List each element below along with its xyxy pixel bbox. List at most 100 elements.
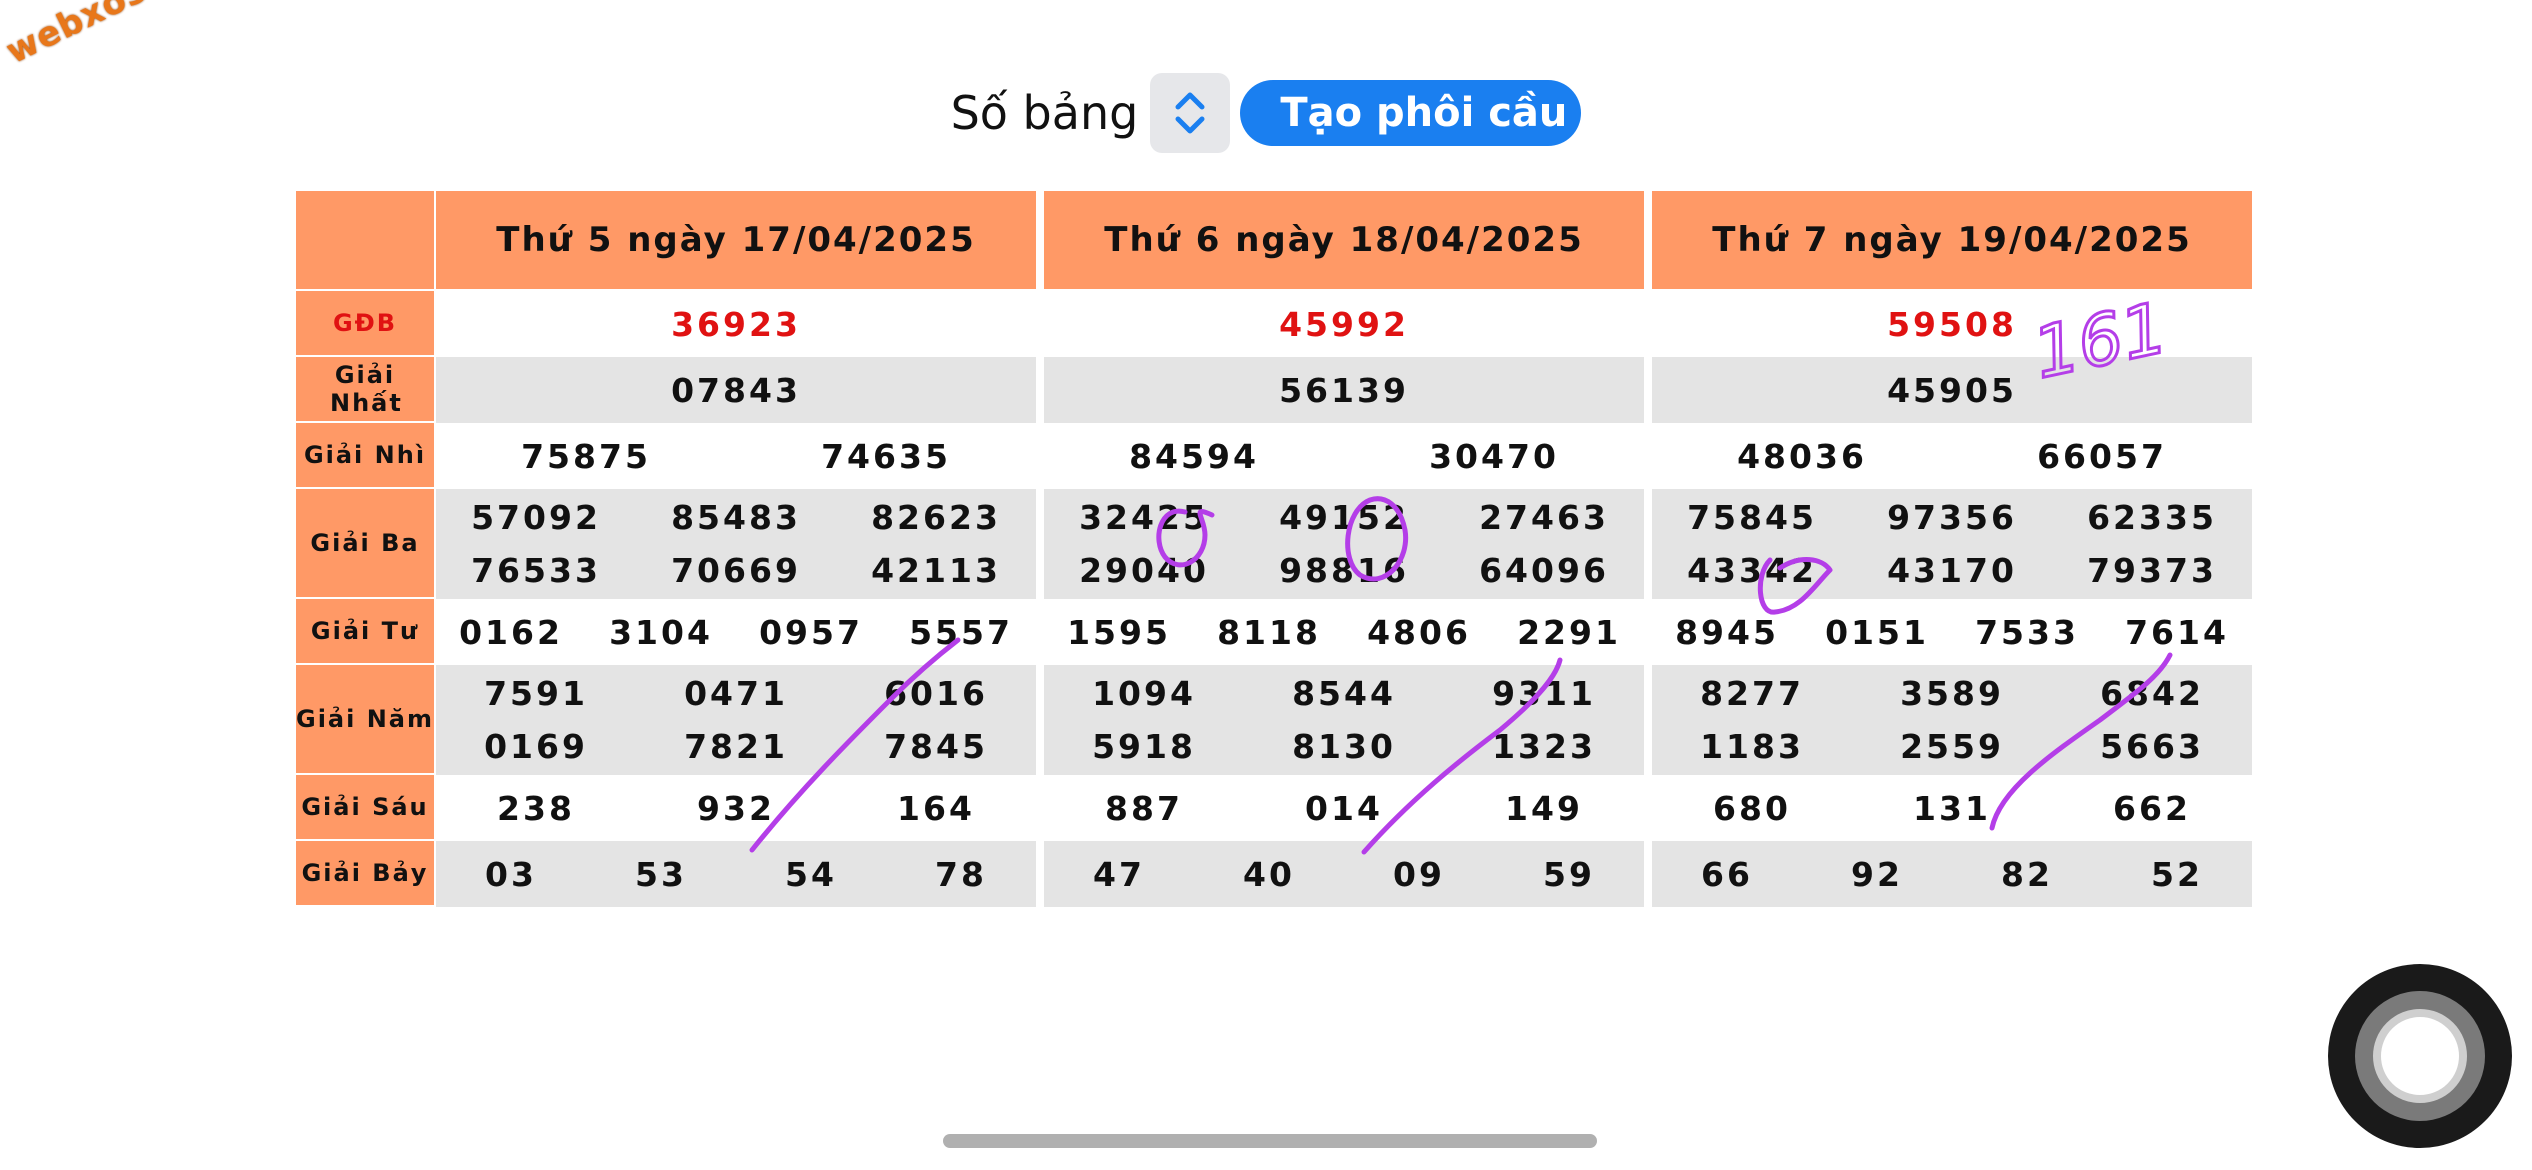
number: 932 [697, 788, 775, 828]
number: 6842 [2100, 674, 2204, 713]
number: 47 [1093, 854, 1145, 894]
day-header-3: Thứ 7 ngày 19/04/2025 [1652, 191, 2252, 291]
g3-day-2: 32425 49152 27463 29040 98816 64096 [1044, 489, 1644, 599]
number: 54 [785, 854, 837, 894]
number: 5663 [2100, 727, 2204, 766]
number: 2291 [1517, 612, 1621, 652]
g2-day-3: 48036 66057 [1652, 423, 2252, 489]
number: 6016 [884, 674, 988, 713]
g3-day-1: 57092 85483 82623 76533 70669 42113 [436, 489, 1036, 599]
number: 131 [1913, 788, 1991, 828]
g5-day-3: 8277 3589 6842 1183 2559 5663 [1652, 665, 2252, 775]
label-gdb: GĐB [296, 291, 436, 357]
corner-header [296, 191, 436, 291]
number: 014 [1305, 788, 1383, 828]
number: 0151 [1825, 612, 1929, 652]
home-indicator[interactable] [943, 1134, 1597, 1148]
webxoso-watermark: webxoso.net [0, 0, 247, 72]
number: 1183 [1700, 727, 1804, 766]
number: 2559 [1900, 727, 2004, 766]
number: 79373 [2087, 551, 2217, 590]
g5-day-1: 7591 0471 6016 0169 7821 7845 [436, 665, 1036, 775]
number: 7845 [884, 727, 988, 766]
gdb-day-3: 59508 [1652, 291, 2252, 357]
number: 85483 [671, 498, 801, 537]
g1-day-2: 56139 [1044, 357, 1644, 423]
number: 30470 [1429, 436, 1559, 476]
g7-day-3: 66 92 82 52 [1652, 841, 2252, 907]
number: 1323 [1492, 727, 1596, 766]
table-count-stepper[interactable] [1150, 73, 1231, 153]
g6-day-3: 680 131 662 [1652, 775, 2252, 841]
number: 82623 [871, 498, 1001, 537]
number: 3104 [609, 612, 713, 652]
label-g5: Giải Năm [296, 665, 436, 775]
label-g3: Giải Ba [296, 489, 436, 599]
number: 75845 [1687, 498, 1817, 537]
number: 49152 [1279, 498, 1409, 537]
number: 3589 [1900, 674, 2004, 713]
number: 42113 [871, 551, 1001, 590]
label-g4: Giải Tư [296, 599, 436, 665]
g2-day-2: 84594 30470 [1044, 423, 1644, 489]
number: 78 [935, 854, 987, 894]
so-bang-label: Số bảng [950, 86, 1139, 140]
number: 48036 [1737, 436, 1867, 476]
number: 75875 [521, 436, 651, 476]
number: 0957 [759, 612, 863, 652]
number: 70669 [671, 551, 801, 590]
number: 62335 [2087, 498, 2217, 537]
g2-day-1: 75875 74635 [436, 423, 1036, 489]
g1-day-3: 45905 [1652, 357, 2252, 423]
number: 53 [635, 854, 687, 894]
number: 0169 [484, 727, 588, 766]
number: 59 [1543, 854, 1595, 894]
number: 1595 [1067, 612, 1171, 652]
create-pattern-button[interactable]: Tạo phôi cầu [1240, 80, 1582, 146]
label-g6: Giải Sáu [296, 775, 436, 841]
g6-day-2: 887 014 149 [1044, 775, 1644, 841]
label-g1: Giải Nhất [296, 357, 436, 423]
number: 164 [897, 788, 975, 828]
number: 40 [1243, 854, 1295, 894]
chevron-up-down-icon [1175, 92, 1205, 134]
number: 8130 [1292, 727, 1396, 766]
number: 662 [2113, 788, 2191, 828]
number: 09 [1393, 854, 1445, 894]
day-header-2: Thứ 6 ngày 18/04/2025 [1044, 191, 1644, 291]
assistive-touch-button[interactable] [2328, 964, 2512, 1148]
gdb-day-1: 36923 [436, 291, 1036, 357]
number: 8945 [1675, 612, 1779, 652]
g5-day-2: 1094 8544 9311 5918 8130 1323 [1044, 665, 1644, 775]
number: 52 [2151, 854, 2203, 894]
number: 29040 [1079, 551, 1209, 590]
number: 98816 [1279, 551, 1409, 590]
number: 64096 [1479, 551, 1609, 590]
g4-day-3: 8945 0151 7533 7614 [1652, 599, 2252, 665]
number: 5918 [1092, 727, 1196, 766]
number: 43342 [1687, 551, 1817, 590]
number: 0162 [459, 612, 563, 652]
number: 7821 [684, 727, 788, 766]
number: 680 [1713, 788, 1791, 828]
number: 27463 [1479, 498, 1609, 537]
table-count-control: Số bảng Tạo phôi cầu [0, 72, 2532, 154]
number: 32425 [1079, 498, 1209, 537]
number: 4806 [1367, 612, 1471, 652]
number: 74635 [821, 436, 951, 476]
number: 92 [1851, 854, 1903, 894]
number: 7614 [2125, 612, 2229, 652]
g4-day-1: 0162 3104 0957 5557 [436, 599, 1036, 665]
number: 1094 [1092, 674, 1196, 713]
number: 887 [1105, 788, 1183, 828]
number: 8277 [1700, 674, 1804, 713]
number: 9311 [1492, 674, 1596, 713]
number: 82 [2001, 854, 2053, 894]
number: 8118 [1217, 612, 1321, 652]
day-header-1: Thứ 5 ngày 17/04/2025 [436, 191, 1036, 291]
number: 7533 [1975, 612, 2079, 652]
g7-day-1: 03 53 54 78 [436, 841, 1036, 907]
number: 5557 [909, 612, 1013, 652]
number: 149 [1505, 788, 1583, 828]
g1-day-1: 07843 [436, 357, 1036, 423]
